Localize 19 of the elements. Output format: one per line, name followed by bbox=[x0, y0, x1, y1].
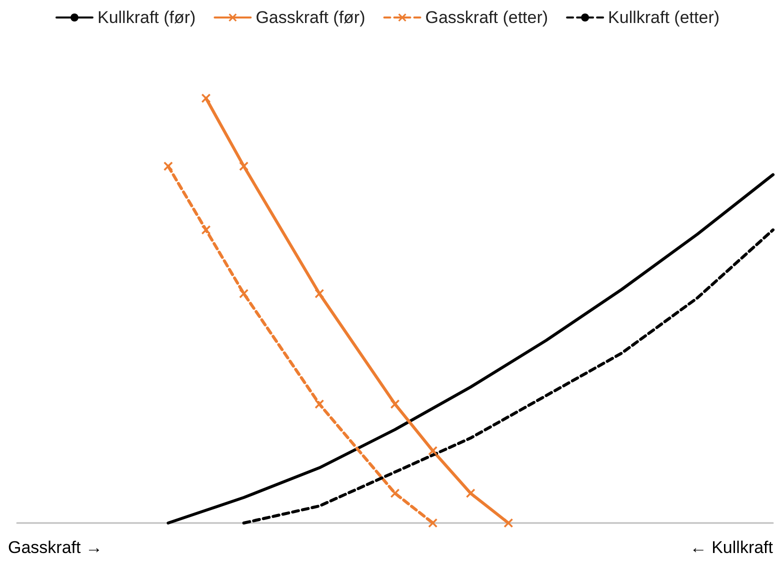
point bbox=[239, 162, 248, 171]
point bbox=[164, 162, 173, 171]
legend-label: Gasskraft (før) bbox=[256, 8, 366, 27]
point bbox=[504, 518, 513, 528]
point bbox=[428, 518, 438, 528]
point bbox=[239, 289, 248, 298]
point bbox=[314, 400, 324, 409]
text: ← Kullkraft bbox=[690, 538, 774, 557]
point bbox=[428, 446, 438, 456]
point bbox=[390, 400, 400, 409]
text: Gasskraft → bbox=[8, 538, 102, 557]
point bbox=[202, 94, 210, 103]
legend-label: Kullkraft (før) bbox=[97, 8, 196, 27]
point bbox=[390, 488, 400, 498]
point bbox=[466, 488, 476, 498]
legend-label: Gasskraft (etter) bbox=[425, 8, 548, 27]
point bbox=[314, 289, 324, 298]
legend-label: Kullkraft (etter) bbox=[608, 8, 720, 27]
point bbox=[202, 225, 210, 234]
